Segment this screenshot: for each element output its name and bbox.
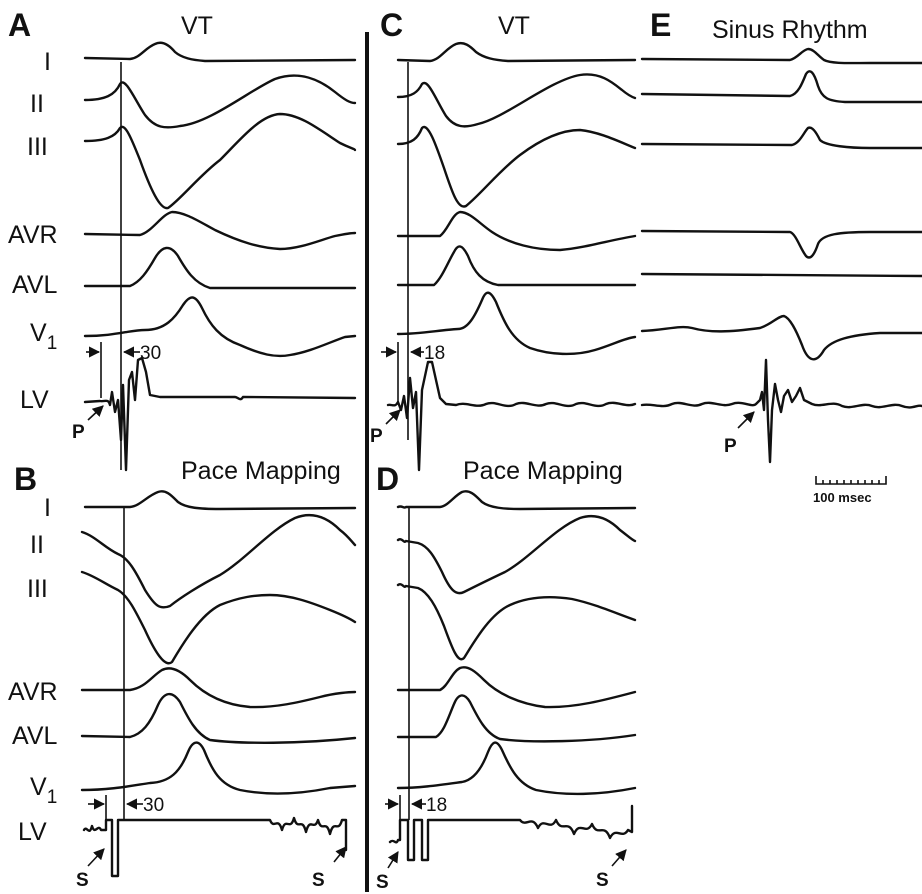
- panel-d-s-arrow-right: [611, 849, 627, 867]
- panel-a-lead-lv: LV: [20, 386, 49, 414]
- panel-c-trace-lv: [386, 360, 637, 472]
- panel-a-p-arrow: [87, 405, 104, 421]
- panel-b-lead-v-sub: 1: [47, 787, 58, 808]
- panel-e-trace-avr: [640, 229, 922, 259]
- panel-b-s-label-left: S: [76, 870, 89, 891]
- panel-b-lead-v: V: [30, 773, 47, 801]
- panel-d-title: Pace Mapping: [463, 457, 623, 485]
- panel-a-trace-avr: [83, 210, 357, 251]
- panel-a-trace-i: [83, 41, 357, 63]
- panel-b-interval-label: 30: [143, 795, 164, 816]
- panel-d-trace-ii: [396, 515, 637, 595]
- panel-e-trace-iii: [640, 126, 922, 150]
- panel-b-lead-avl: AVL: [12, 722, 57, 750]
- panel-b-lead-ii: II: [30, 531, 44, 559]
- panel-c-trace-avr: [396, 210, 637, 252]
- panel-a-lead-v-sub: 1: [47, 333, 58, 354]
- panel-e-trace-avl: [640, 272, 922, 278]
- panel-b-lead-iii: III: [27, 575, 48, 603]
- panel-c: C VT 18 P: [370, 7, 637, 472]
- panel-d-letter: D: [376, 461, 399, 497]
- panel-a-trace-ii: [83, 74, 357, 129]
- panel-b-trace-iii: [80, 570, 357, 665]
- panel-b-trace-i: [83, 490, 357, 511]
- panel-b-lead-v1: V1: [30, 773, 57, 808]
- panel-a-interval-label: 30: [140, 343, 161, 364]
- panel-a-trace-lv: [83, 356, 357, 472]
- panel-b-title: Pace Mapping: [181, 457, 341, 485]
- panel-b-s-arrow-right: [333, 846, 347, 863]
- panel-a-trace-avl: [83, 246, 357, 290]
- panel-a-title: VT: [181, 12, 213, 40]
- panel-d-interval-label: 18: [426, 795, 447, 816]
- panel-b-s-label-right: S: [312, 870, 325, 891]
- panel-a-lead-ii: II: [30, 90, 44, 118]
- panel-d-trace-iii: [396, 583, 637, 661]
- panel-e-trace-v1: [640, 314, 922, 361]
- panel-a-trace-v1: [83, 296, 357, 358]
- panel-c-trace-avl: [396, 245, 637, 287]
- panel-a-lead-iii: III: [27, 133, 48, 161]
- panel-e-trace-i: [640, 47, 922, 65]
- panel-b: B Pace Mapping I II III AVR AVL V1 LV 30…: [8, 457, 357, 891]
- panel-e-trace-ii: [640, 70, 922, 104]
- panel-a-letter: A: [8, 7, 31, 43]
- scale-bar-label: 100 msec: [813, 490, 872, 505]
- panel-e-title: Sinus Rhythm: [712, 16, 868, 44]
- panel-a-lead-v: V: [30, 319, 47, 347]
- scale-bar-line: [815, 476, 887, 485]
- panel-b-trace-avl: [80, 692, 357, 744]
- panel-d: D Pace Mapping 18 S S: [376, 457, 637, 893]
- panel-d-s-label-left: S: [376, 872, 389, 893]
- panel-b-trace-avr: [80, 667, 357, 709]
- panel-d-s-arrow-left: [387, 851, 399, 869]
- panel-c-trace-v1: [396, 291, 637, 356]
- panel-c-p-arrow: [385, 409, 401, 425]
- panel-d-s-label-right: S: [596, 870, 609, 891]
- panel-d-trace-avr: [396, 666, 637, 709]
- panel-b-trace-lv: [82, 816, 348, 878]
- panel-c-trace-ii: [396, 73, 637, 128]
- panel-d-trace-v1: [396, 741, 637, 796]
- panel-a-lead-avr: AVR: [8, 221, 58, 249]
- panel-c-p-label: P: [370, 426, 383, 447]
- panel-b-lead-avr: AVR: [8, 678, 58, 706]
- panel-e-letter: E: [650, 7, 671, 43]
- panel-c-title: VT: [498, 12, 530, 40]
- panel-d-trace-avl: [396, 694, 637, 743]
- panel-d-trace-i: [396, 490, 637, 511]
- panel-a-lead-avl: AVL: [12, 271, 57, 299]
- panel-b-trace-ii: [80, 513, 357, 609]
- panel-c-trace-i: [396, 41, 637, 63]
- panel-e-p-arrow: [737, 411, 755, 429]
- panel-e-trace-lv: [640, 358, 922, 464]
- panel-c-interval-label: 18: [424, 343, 445, 364]
- panel-c-letter: C: [380, 7, 403, 43]
- panel-a-lead-i: I: [44, 48, 51, 76]
- panel-b-s-arrow-left: [87, 848, 105, 867]
- panel-e-p-label: P: [724, 436, 737, 457]
- panel-b-letter: B: [14, 461, 37, 497]
- panel-b-lead-i: I: [44, 494, 51, 522]
- panel-b-lead-lv: LV: [18, 818, 47, 846]
- panel-a-trace-iii: [83, 112, 357, 210]
- panel-c-trace-iii: [396, 125, 637, 208]
- panel-a-lead-v1: V1: [30, 319, 57, 354]
- panel-a: A VT I II III AVR AVL V1 LV 30 P: [8, 7, 357, 472]
- panel-b-trace-v1: [80, 741, 357, 795]
- scale-bar: 100 msec: [813, 476, 887, 505]
- panel-d-trace-lv: [388, 804, 634, 862]
- panel-e: E Sinus Rhythm P 100 msec: [640, 7, 922, 505]
- panel-a-p-label: P: [72, 422, 85, 443]
